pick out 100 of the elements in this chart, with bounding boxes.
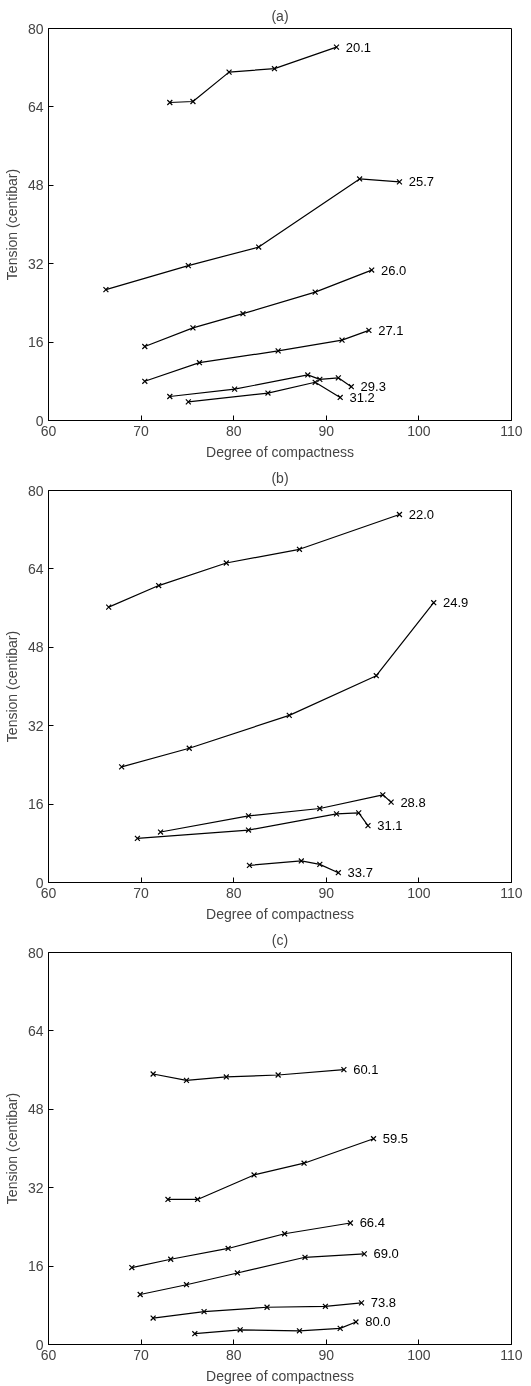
y-tick-label: 32: [27, 717, 44, 734]
point: [185, 398, 192, 405]
point: [239, 310, 247, 317]
y-tick-label: 80: [27, 20, 44, 37]
point: [316, 861, 323, 868]
point: [191, 1330, 198, 1337]
point: [141, 343, 148, 350]
y-axis-title: Tension (centibar): [3, 1092, 20, 1205]
point: [355, 809, 362, 816]
point: [275, 1071, 282, 1079]
point: [365, 327, 372, 334]
point: [166, 393, 173, 400]
point: [316, 805, 323, 812]
point: [298, 857, 305, 865]
point: [338, 337, 346, 344]
x-tick-label: 100: [407, 1346, 431, 1363]
x-axis-title: Degree of compactness: [206, 905, 354, 922]
point: [164, 1196, 172, 1203]
x-tick-label: 100: [407, 422, 431, 439]
point: [246, 862, 253, 869]
x-tick-label: 90: [318, 422, 335, 439]
x-tick-label: 80: [225, 422, 242, 439]
point: [183, 1077, 190, 1084]
point: [370, 1135, 377, 1142]
x-tick-label: 90: [318, 884, 335, 901]
x-tick-label: 70: [133, 422, 150, 439]
series-label: 31.1: [377, 818, 403, 834]
point: [301, 1254, 309, 1261]
x-tick-label: 100: [407, 884, 431, 901]
point: [231, 386, 238, 393]
y-tick-label: 48: [27, 177, 44, 194]
series-label: 69.0: [373, 1246, 399, 1262]
point: [368, 267, 375, 274]
point: [337, 1325, 344, 1332]
point: [234, 1269, 241, 1277]
y-tick-label: 16: [27, 796, 44, 813]
y-axis-title: Tension (centibar): [3, 168, 20, 281]
y-tick-label: 32: [27, 255, 44, 272]
point: [358, 1299, 365, 1306]
point: [189, 98, 197, 105]
series-label: 80.0: [365, 1314, 391, 1330]
series-label: 20.1: [345, 39, 372, 55]
y-tick-label: 80: [27, 944, 44, 961]
chart-title: (c): [271, 931, 289, 948]
series-label: 33.7: [347, 865, 373, 881]
x-tick-label: 110: [500, 422, 523, 439]
point: [304, 371, 311, 378]
point: [316, 376, 323, 383]
chart-title: (a): [271, 7, 289, 24]
point: [223, 559, 230, 567]
y-tick-label: 16: [27, 334, 44, 351]
point: [335, 374, 342, 381]
x-axis-title: Degree of compactness: [206, 443, 354, 460]
series-label: 60.1: [353, 1062, 379, 1078]
series-label: 66.4: [359, 1215, 385, 1231]
point: [223, 1073, 230, 1081]
point: [200, 1308, 208, 1315]
series-label: 59.5: [382, 1131, 409, 1147]
point: [301, 1160, 308, 1167]
point: [141, 378, 148, 385]
series-label: 73.8: [370, 1295, 397, 1311]
point: [155, 582, 162, 589]
y-tick-label: 64: [27, 1022, 44, 1039]
point: [281, 1230, 288, 1237]
series-label: 25.7: [408, 174, 435, 190]
point: [347, 1219, 354, 1227]
point: [396, 178, 403, 185]
x-tick-label: 110: [500, 884, 523, 901]
point: [166, 99, 173, 106]
point: [333, 44, 340, 51]
point: [356, 175, 363, 182]
point: [296, 546, 303, 553]
y-tick-label: 48: [27, 1101, 44, 1118]
point: [286, 712, 293, 719]
x-tick-label: 70: [133, 1346, 150, 1363]
y-tick-label: 32: [27, 1179, 44, 1196]
x-tick-label: 90: [318, 1346, 335, 1363]
point: [105, 604, 112, 611]
point: [271, 65, 278, 72]
y-tick-label: 64: [27, 560, 44, 577]
x-tick-label: 110: [500, 1346, 523, 1363]
x-axis-title: Degree of compactness: [206, 1367, 354, 1384]
point: [118, 763, 125, 770]
x-tick-label: 70: [133, 884, 150, 901]
x-tick-label: 80: [225, 884, 242, 901]
point: [361, 1250, 368, 1257]
point: [137, 1291, 144, 1298]
series-label: 26.0: [380, 262, 407, 278]
point: [157, 828, 164, 836]
point: [150, 1314, 157, 1322]
series-label: 22.0: [408, 507, 435, 523]
y-axis-title: Tension (centibar): [3, 630, 20, 743]
series-label: 27.1: [378, 322, 404, 338]
y-tick-label: 48: [27, 639, 44, 656]
y-tick-label: 80: [27, 482, 44, 499]
series-label: 28.8: [400, 794, 426, 810]
point: [150, 1070, 157, 1078]
point: [196, 359, 203, 366]
point: [322, 1303, 329, 1310]
y-tick-label: 16: [27, 1258, 44, 1275]
